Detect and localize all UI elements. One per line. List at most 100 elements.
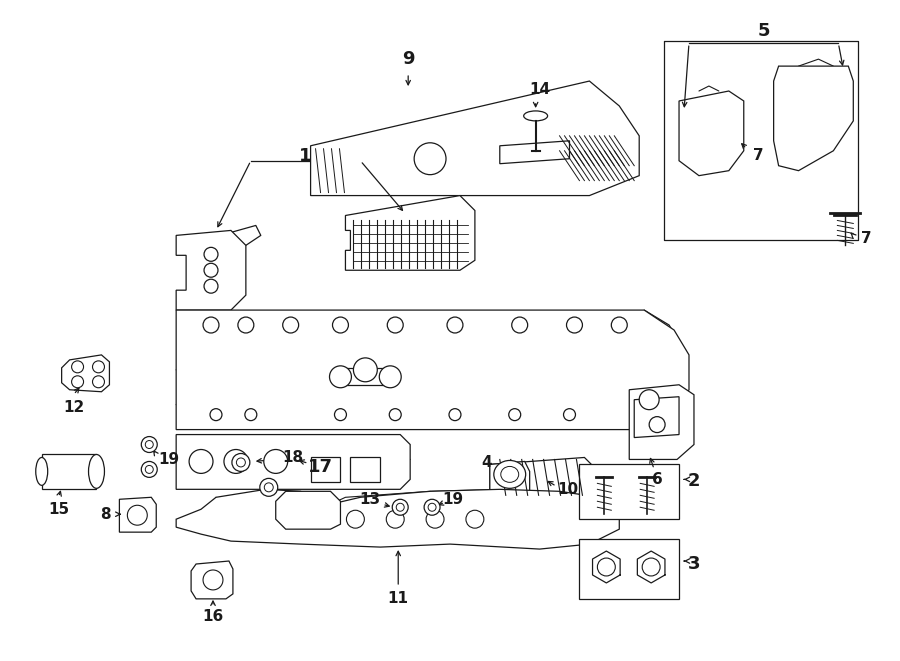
Polygon shape xyxy=(191,561,233,599)
Circle shape xyxy=(204,279,218,293)
Polygon shape xyxy=(176,310,689,430)
Polygon shape xyxy=(679,91,743,176)
Ellipse shape xyxy=(36,457,48,485)
Circle shape xyxy=(332,317,348,333)
Text: 8: 8 xyxy=(100,507,111,522)
Polygon shape xyxy=(340,368,392,385)
Circle shape xyxy=(379,366,401,388)
Circle shape xyxy=(72,361,84,373)
Text: 10: 10 xyxy=(557,482,578,497)
Circle shape xyxy=(232,453,250,471)
Circle shape xyxy=(93,376,104,388)
Circle shape xyxy=(611,317,627,333)
Circle shape xyxy=(264,449,288,473)
Ellipse shape xyxy=(88,455,104,488)
Circle shape xyxy=(238,317,254,333)
Text: 14: 14 xyxy=(529,81,550,97)
Circle shape xyxy=(566,317,582,333)
Text: 19: 19 xyxy=(158,452,180,467)
Circle shape xyxy=(387,317,403,333)
Text: 15: 15 xyxy=(48,502,69,517)
Polygon shape xyxy=(310,81,639,196)
Circle shape xyxy=(563,408,575,420)
Polygon shape xyxy=(580,465,679,519)
Text: 11: 11 xyxy=(388,592,409,606)
Circle shape xyxy=(428,503,436,511)
Circle shape xyxy=(447,317,463,333)
Circle shape xyxy=(283,317,299,333)
Circle shape xyxy=(141,436,158,453)
Text: 17: 17 xyxy=(308,459,333,477)
Text: 6: 6 xyxy=(652,472,662,487)
Text: 2: 2 xyxy=(688,473,700,490)
Circle shape xyxy=(639,390,659,410)
Polygon shape xyxy=(350,457,381,483)
Text: 7: 7 xyxy=(753,148,764,163)
Text: 16: 16 xyxy=(202,609,223,624)
Circle shape xyxy=(449,408,461,420)
Circle shape xyxy=(335,408,346,420)
Polygon shape xyxy=(580,539,679,599)
Text: 5: 5 xyxy=(758,22,770,40)
Ellipse shape xyxy=(524,111,547,121)
Circle shape xyxy=(426,510,444,528)
Circle shape xyxy=(224,449,248,473)
Circle shape xyxy=(466,510,484,528)
Polygon shape xyxy=(176,489,619,549)
Circle shape xyxy=(390,408,401,420)
Circle shape xyxy=(643,558,660,576)
Circle shape xyxy=(598,558,616,576)
Circle shape xyxy=(72,376,84,388)
Circle shape xyxy=(424,499,440,515)
Circle shape xyxy=(512,317,527,333)
Polygon shape xyxy=(41,455,96,489)
Circle shape xyxy=(203,317,219,333)
Text: 7: 7 xyxy=(861,231,871,246)
Circle shape xyxy=(141,461,158,477)
Text: 3: 3 xyxy=(688,555,700,573)
Circle shape xyxy=(245,408,256,420)
Circle shape xyxy=(346,510,364,528)
Circle shape xyxy=(210,408,222,420)
Text: 18: 18 xyxy=(282,450,303,465)
Polygon shape xyxy=(629,385,694,459)
Polygon shape xyxy=(490,457,594,497)
Polygon shape xyxy=(176,434,410,489)
Circle shape xyxy=(145,465,153,473)
Circle shape xyxy=(414,143,446,175)
Circle shape xyxy=(204,247,218,261)
Ellipse shape xyxy=(494,461,526,488)
Polygon shape xyxy=(61,355,110,392)
Text: 4: 4 xyxy=(482,455,492,470)
Ellipse shape xyxy=(500,467,518,483)
Text: 9: 9 xyxy=(402,50,414,68)
Circle shape xyxy=(128,505,148,525)
Circle shape xyxy=(145,440,153,449)
Circle shape xyxy=(260,479,278,496)
Circle shape xyxy=(508,408,521,420)
Circle shape xyxy=(189,449,213,473)
Circle shape xyxy=(329,366,351,388)
Circle shape xyxy=(204,263,218,277)
Polygon shape xyxy=(176,231,246,310)
Text: 13: 13 xyxy=(360,492,381,507)
Circle shape xyxy=(649,416,665,432)
Text: 12: 12 xyxy=(63,400,85,415)
Circle shape xyxy=(237,458,246,467)
Text: 1: 1 xyxy=(300,147,312,165)
Circle shape xyxy=(392,499,409,515)
Polygon shape xyxy=(310,457,340,483)
Circle shape xyxy=(265,483,274,492)
Circle shape xyxy=(396,503,404,511)
Polygon shape xyxy=(490,461,530,499)
Polygon shape xyxy=(774,66,853,171)
Circle shape xyxy=(354,358,377,382)
Polygon shape xyxy=(346,196,475,270)
Polygon shape xyxy=(275,491,340,529)
Circle shape xyxy=(93,361,104,373)
Polygon shape xyxy=(634,397,679,438)
Text: 19: 19 xyxy=(443,492,464,507)
Polygon shape xyxy=(500,141,570,164)
Circle shape xyxy=(203,570,223,590)
Circle shape xyxy=(386,510,404,528)
